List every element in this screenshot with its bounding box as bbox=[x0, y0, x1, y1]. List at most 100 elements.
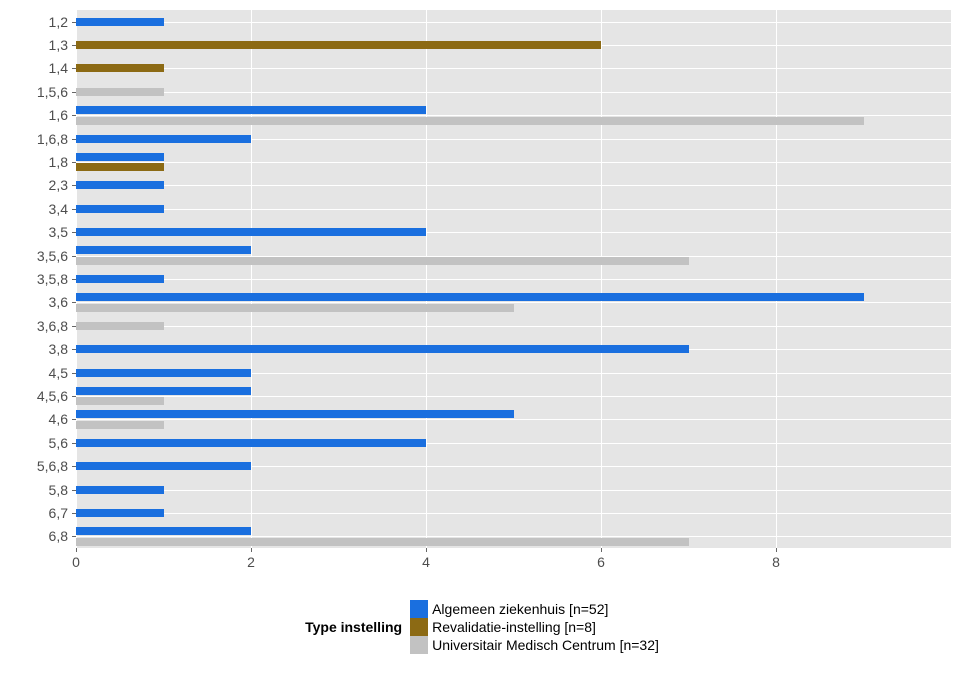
y-tick-mark bbox=[72, 302, 76, 303]
bar bbox=[76, 106, 426, 114]
bar bbox=[76, 246, 251, 254]
bar bbox=[76, 257, 689, 265]
y-tick-label: 6,8 bbox=[0, 528, 68, 544]
y-tick-label: 1,6,8 bbox=[0, 131, 68, 147]
y-tick-mark bbox=[72, 162, 76, 163]
y-tick-mark bbox=[72, 443, 76, 444]
y-tick-mark bbox=[72, 139, 76, 140]
y-tick-mark bbox=[72, 349, 76, 350]
x-tick-mark bbox=[426, 548, 427, 552]
bar bbox=[76, 153, 164, 161]
bar bbox=[76, 462, 251, 470]
bar bbox=[76, 439, 426, 447]
legend-items: Algemeen ziekenhuis [n=52]Revalidatie-in… bbox=[410, 600, 659, 654]
legend-swatch bbox=[410, 600, 428, 618]
gridline-horizontal bbox=[76, 68, 951, 69]
y-tick-mark bbox=[72, 115, 76, 116]
legend-item: Universitair Medisch Centrum [n=32] bbox=[410, 636, 659, 654]
legend-label: Algemeen ziekenhuis [n=52] bbox=[432, 600, 608, 618]
y-tick-label: 3,6 bbox=[0, 294, 68, 310]
x-tick-label: 2 bbox=[247, 554, 255, 570]
y-tick-mark bbox=[72, 419, 76, 420]
gridline-horizontal bbox=[76, 490, 951, 491]
x-tick-label: 8 bbox=[772, 554, 780, 570]
chart-container: 1,21,31,41,5,61,61,6,81,82,33,43,53,5,63… bbox=[0, 0, 964, 682]
gridline-horizontal bbox=[76, 396, 951, 397]
legend-swatch bbox=[410, 636, 428, 654]
y-tick-label: 3,8 bbox=[0, 341, 68, 357]
x-tick-label: 4 bbox=[422, 554, 430, 570]
bar bbox=[76, 64, 164, 72]
bar bbox=[76, 41, 601, 49]
y-tick-label: 1,2 bbox=[0, 14, 68, 30]
bar bbox=[76, 117, 864, 125]
y-tick-label: 4,5 bbox=[0, 365, 68, 381]
y-tick-label: 3,5,6 bbox=[0, 248, 68, 264]
bar bbox=[76, 486, 164, 494]
bar bbox=[76, 538, 689, 546]
y-tick-label: 2,3 bbox=[0, 177, 68, 193]
bar bbox=[76, 18, 164, 26]
bar bbox=[76, 369, 251, 377]
gridline-horizontal bbox=[76, 279, 951, 280]
bar bbox=[76, 421, 164, 429]
bar bbox=[76, 163, 164, 171]
x-tick-mark bbox=[601, 548, 602, 552]
plot-area bbox=[76, 10, 951, 548]
y-tick-mark bbox=[72, 373, 76, 374]
y-tick-mark bbox=[72, 232, 76, 233]
gridline-horizontal bbox=[76, 419, 951, 420]
y-tick-mark bbox=[72, 536, 76, 537]
bar bbox=[76, 304, 514, 312]
y-tick-mark bbox=[72, 490, 76, 491]
legend-item: Algemeen ziekenhuis [n=52] bbox=[410, 600, 659, 618]
bar bbox=[76, 275, 164, 283]
legend-item: Revalidatie-instelling [n=8] bbox=[410, 618, 659, 636]
legend-title: Type instelling bbox=[305, 619, 402, 635]
bar bbox=[76, 387, 251, 395]
y-tick-label: 3,5 bbox=[0, 224, 68, 240]
x-tick-mark bbox=[251, 548, 252, 552]
y-tick-label: 3,5,8 bbox=[0, 271, 68, 287]
gridline-horizontal bbox=[76, 22, 951, 23]
y-tick-label: 5,6 bbox=[0, 435, 68, 451]
y-tick-mark bbox=[72, 466, 76, 467]
legend-swatch bbox=[410, 618, 428, 636]
y-tick-label: 3,6,8 bbox=[0, 318, 68, 334]
gridline-horizontal bbox=[76, 209, 951, 210]
gridline-horizontal bbox=[76, 162, 951, 163]
y-tick-label: 4,5,6 bbox=[0, 388, 68, 404]
x-tick-label: 6 bbox=[597, 554, 605, 570]
bar bbox=[76, 345, 689, 353]
bar bbox=[76, 205, 164, 213]
y-tick-label: 4,6 bbox=[0, 411, 68, 427]
y-tick-label: 6,7 bbox=[0, 505, 68, 521]
y-tick-mark bbox=[72, 185, 76, 186]
bar bbox=[76, 181, 164, 189]
x-tick-mark bbox=[776, 548, 777, 552]
bar bbox=[76, 293, 864, 301]
bar bbox=[76, 135, 251, 143]
x-tick-mark bbox=[76, 548, 77, 552]
bar bbox=[76, 322, 164, 330]
y-tick-label: 1,4 bbox=[0, 60, 68, 76]
bar bbox=[76, 527, 251, 535]
bar bbox=[76, 228, 426, 236]
y-tick-mark bbox=[72, 513, 76, 514]
legend-label: Universitair Medisch Centrum [n=32] bbox=[432, 636, 659, 654]
x-tick-label: 0 bbox=[72, 554, 80, 570]
y-tick-mark bbox=[72, 209, 76, 210]
y-tick-label: 1,8 bbox=[0, 154, 68, 170]
gridline-horizontal bbox=[76, 326, 951, 327]
y-tick-mark bbox=[72, 326, 76, 327]
legend-label: Revalidatie-instelling [n=8] bbox=[432, 618, 596, 636]
gridline-horizontal bbox=[76, 513, 951, 514]
y-tick-mark bbox=[72, 92, 76, 93]
y-tick-label: 1,5,6 bbox=[0, 84, 68, 100]
bar bbox=[76, 410, 514, 418]
y-tick-mark bbox=[72, 396, 76, 397]
gridline-horizontal bbox=[76, 185, 951, 186]
y-tick-mark bbox=[72, 68, 76, 69]
y-tick-label: 3,4 bbox=[0, 201, 68, 217]
bar bbox=[76, 397, 164, 405]
